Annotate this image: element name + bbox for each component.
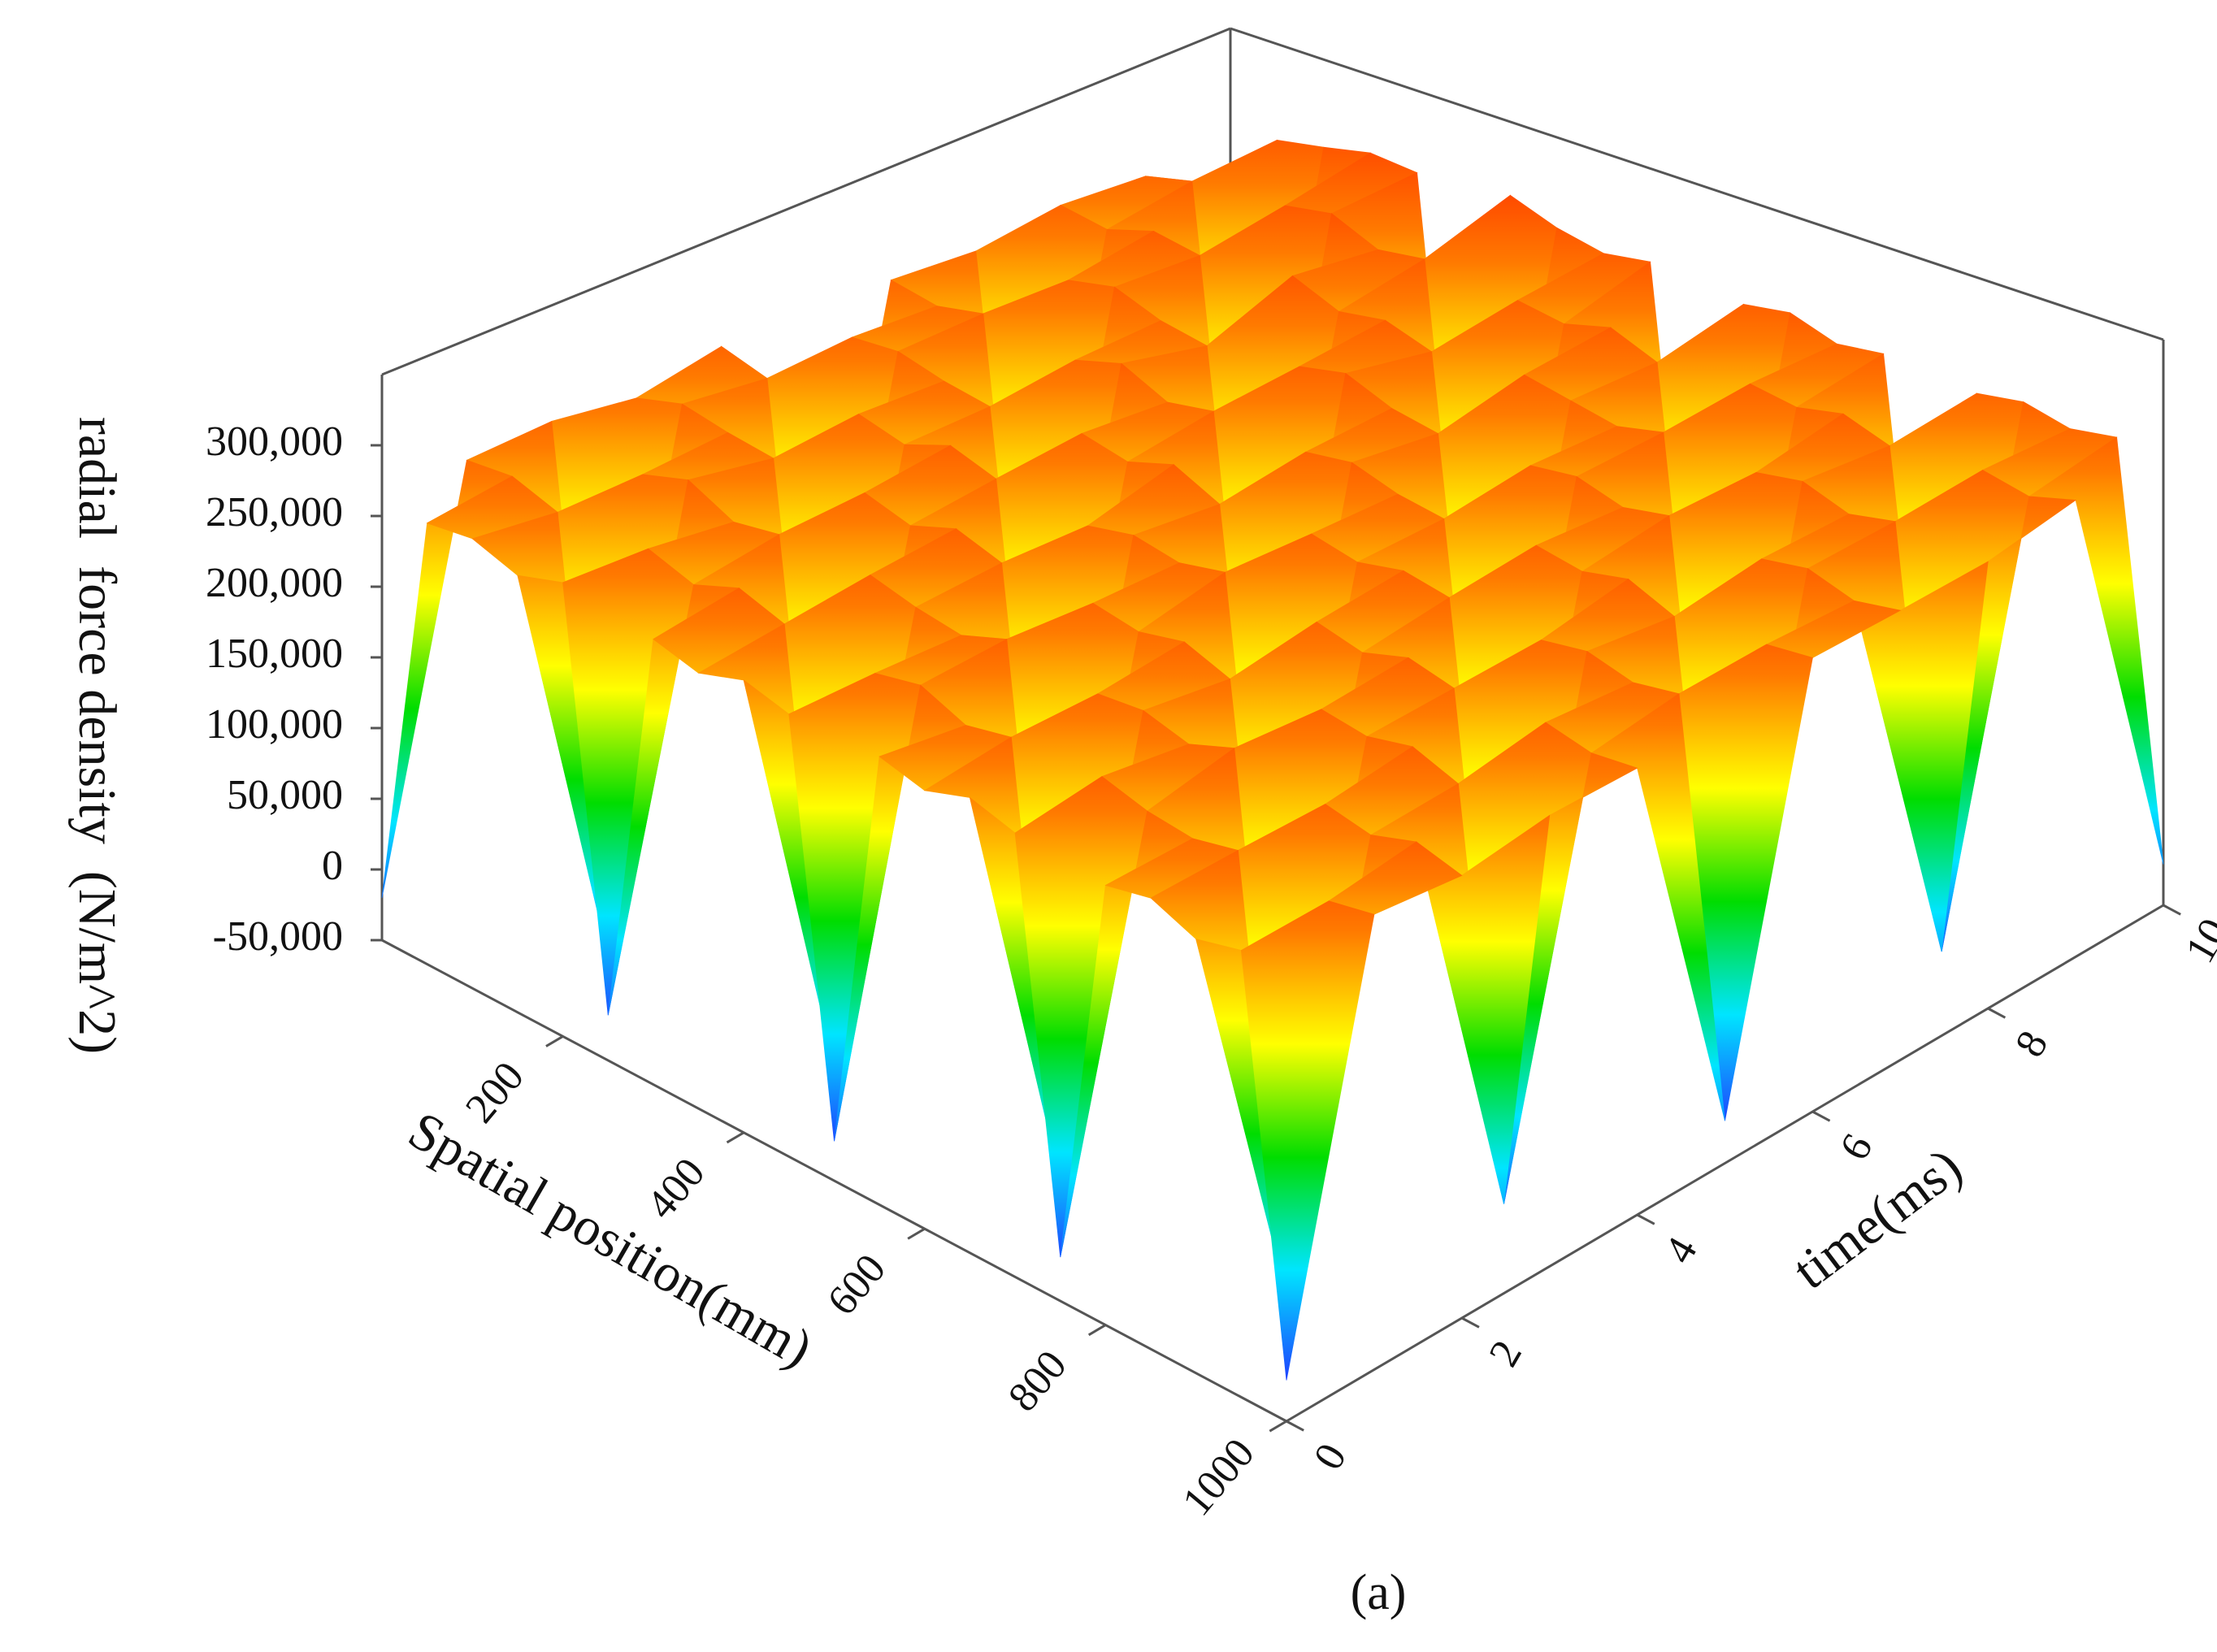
x-tick [1269,1420,1287,1433]
x-tick [545,1035,564,1047]
y-tick-label: 6 [1831,1126,1881,1168]
x-tick-label: 1000 [1174,1430,1264,1524]
surface-cell [1014,776,1148,1258]
surface-cell [1240,900,1375,1381]
y-tick [2163,904,2181,916]
x-tick-label: 600 [818,1246,895,1324]
x-axis-line [381,939,1287,1423]
z-tick-label: 50,000 [227,772,343,818]
x-tick [726,1131,744,1144]
y-tick [1286,1420,1304,1432]
y-axis-line [1286,904,2164,1423]
y-tick-label: 0 [1305,1436,1356,1477]
box-edge [1230,27,2164,341]
z-tick-label: 300,000 [206,418,343,465]
y-tick [1811,1110,1831,1122]
x-axis-label: Spatial position(mm) [399,1100,822,1379]
z-tick-label: 250,000 [206,489,343,535]
caption: (a) [1351,1565,1407,1620]
x-tick-label: 400 [638,1150,714,1228]
y-tick-label: 10 [2176,911,2217,971]
y-tick [1636,1213,1655,1225]
x-tick-label: 200 [457,1053,533,1131]
y-axis-label: time(ms) [1782,1137,1972,1301]
y-tick-label: 4 [1655,1229,1706,1271]
y-tick-label: 8 [2007,1023,2057,1064]
z-axis-label: radial force density (N/m^2) [67,417,127,1054]
y-tick [1987,1007,2007,1019]
y-tick-label: 2 [1481,1333,1531,1374]
z-tick-label: 200,000 [206,560,343,606]
x-tick [907,1227,926,1240]
z-tick-label: -50,000 [213,913,343,960]
x-tick [1087,1324,1107,1337]
z-tick-label: 0 [322,843,343,889]
x-tick-label: 800 [1000,1342,1076,1420]
box-edge [381,27,1231,376]
z-tick-label: 150,000 [206,631,343,677]
z-tick-label: 100,000 [206,701,343,748]
surface [381,139,2164,1381]
y-tick [1461,1316,1480,1329]
